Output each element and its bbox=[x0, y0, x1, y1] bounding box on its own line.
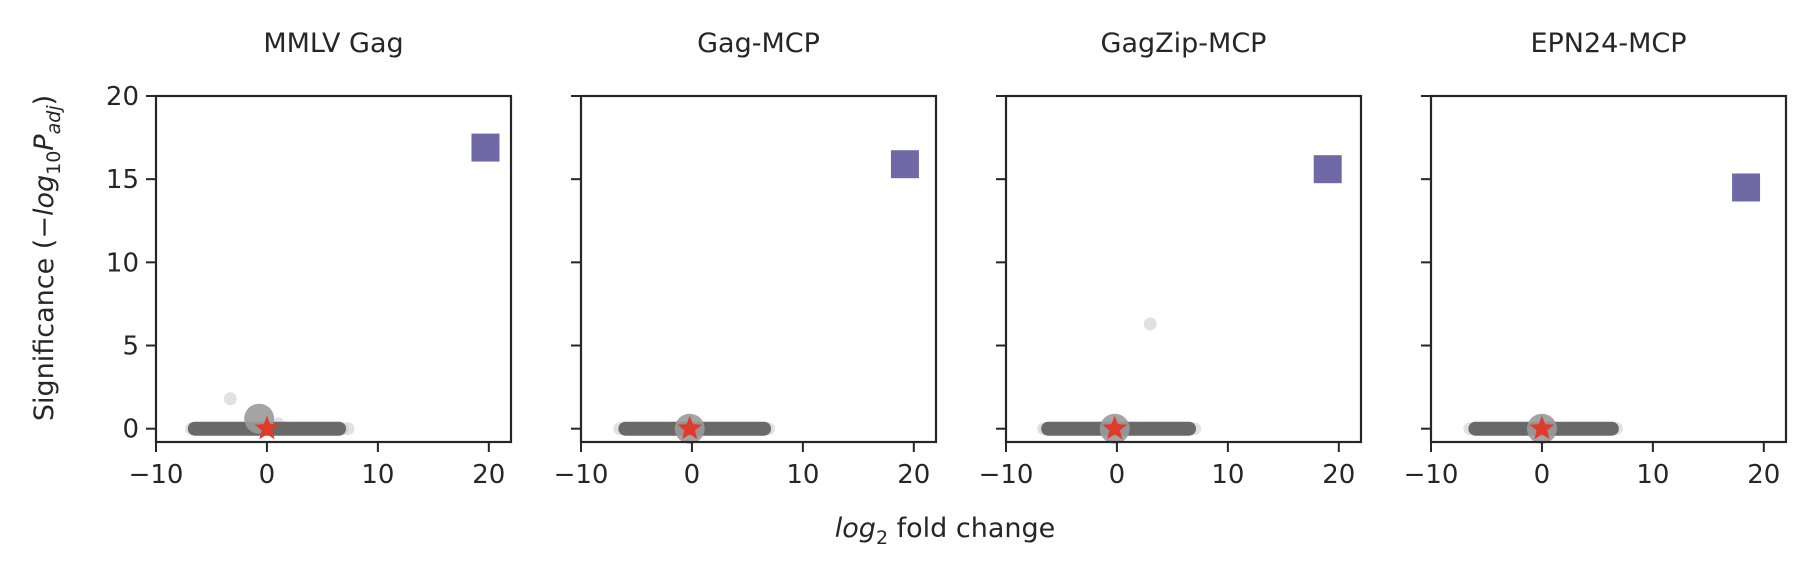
light-point bbox=[1143, 317, 1157, 331]
x-tick-label: 20 bbox=[1747, 460, 1780, 490]
red-star-point bbox=[1529, 415, 1555, 440]
x-tick-label: 10 bbox=[361, 460, 394, 490]
x-tick-label: −10 bbox=[1404, 460, 1459, 490]
panel-2: Gag-MCP −10 0 10 20 bbox=[554, 28, 938, 490]
axes-frame bbox=[154, 94, 513, 444]
panel-title: EPN24-MCP bbox=[1530, 28, 1686, 59]
x-tick-label: 20 bbox=[1322, 460, 1355, 490]
purple-square-point bbox=[1732, 173, 1761, 202]
x-tick-label: 0 bbox=[684, 460, 701, 490]
panel-4: EPN24-MCP −10 0 10 20 bbox=[1404, 28, 1788, 490]
x-tick-label: −10 bbox=[129, 460, 184, 490]
y-tick-label: 15 bbox=[106, 165, 139, 195]
x-tick-label: 0 bbox=[1534, 460, 1551, 490]
red-star-point bbox=[1102, 415, 1128, 440]
x-tick-label: 20 bbox=[472, 460, 505, 490]
panel-title: Gag-MCP bbox=[697, 28, 820, 59]
y-axis-label: Significance (−log10Padj) bbox=[29, 95, 65, 421]
y-tick-label: 5 bbox=[122, 332, 139, 362]
panel-3: GagZip-MCP −10 0 10 20 bbox=[979, 28, 1363, 490]
y-tick-label: 10 bbox=[106, 248, 139, 278]
light-point bbox=[223, 392, 237, 406]
x-tick-label: 10 bbox=[1636, 460, 1669, 490]
x-axis-label: log2 fold change bbox=[835, 513, 1055, 549]
axes-frame bbox=[1429, 94, 1788, 444]
panel-title: MMLV Gag bbox=[263, 28, 403, 59]
x-tick-label: −10 bbox=[979, 460, 1034, 490]
x-tick-label: 10 bbox=[786, 460, 819, 490]
purple-square-point bbox=[471, 133, 500, 162]
x-tick-label: 0 bbox=[259, 460, 276, 490]
panel-1: MMLV Gag −10 0 10 20 0 5 10 15 20 bbox=[106, 28, 513, 490]
x-tick-label: 10 bbox=[1211, 460, 1244, 490]
axes-frame bbox=[1004, 94, 1363, 444]
axes-frame bbox=[579, 94, 938, 444]
x-tick-label: 20 bbox=[897, 460, 930, 490]
y-tick-label: 20 bbox=[106, 82, 139, 112]
red-star-point bbox=[254, 415, 280, 440]
purple-square-point bbox=[1313, 155, 1342, 184]
red-star-point bbox=[677, 415, 703, 440]
y-tick-label: 0 bbox=[122, 415, 139, 445]
x-tick-label: 0 bbox=[1109, 460, 1126, 490]
panel-title: GagZip-MCP bbox=[1101, 28, 1267, 59]
x-tick-label: −10 bbox=[554, 460, 609, 490]
purple-square-point bbox=[890, 150, 919, 179]
